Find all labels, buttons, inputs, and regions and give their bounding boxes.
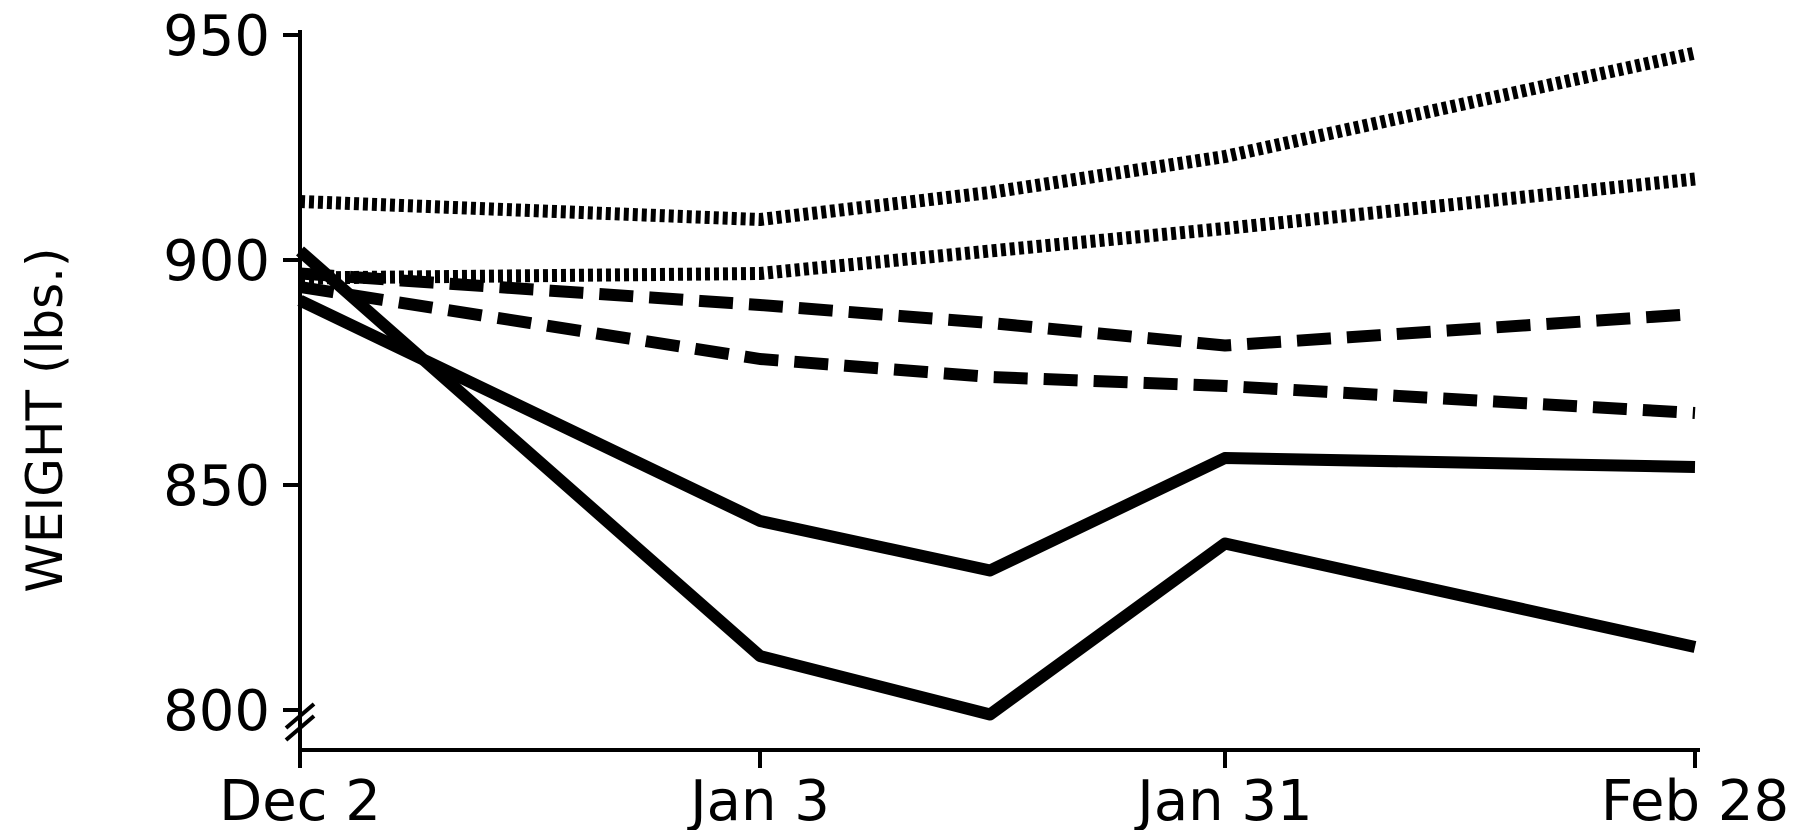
x-axis: Dec 2 Jan 3 Jan 31 Feb 28 (219, 748, 1789, 830)
x-tick-label-feb-28: Feb 28 (1601, 769, 1789, 830)
y-tick-label-850: 850 (163, 454, 270, 519)
x-tick-label-jan-31: Jan 31 (1134, 769, 1312, 830)
y-tick-label-950: 950 (163, 4, 270, 69)
series-line-1-dotted (299, 46, 1697, 226)
y-axis-title: WEIGHT (lbs.) (16, 247, 74, 592)
series-layer (296, 46, 1697, 721)
y-tick-label-900: 900 (163, 229, 270, 294)
series-line-5-solid (297, 295, 1696, 577)
series-line-2-dotted (299, 172, 1696, 285)
series-line-6-solid (296, 246, 1697, 721)
y-axis: 950 900 850 800 WEIGHT (lbs.) (16, 4, 316, 750)
x-tick-label-dec-2: Dec 2 (219, 769, 381, 830)
series-line-3-dashed (299, 267, 1696, 352)
series-line-4-dashed (299, 281, 1696, 419)
axis-break-mark (284, 702, 316, 742)
x-tick-label-jan-3: Jan 3 (687, 769, 830, 830)
y-tick-label-800: 800 (163, 679, 270, 744)
